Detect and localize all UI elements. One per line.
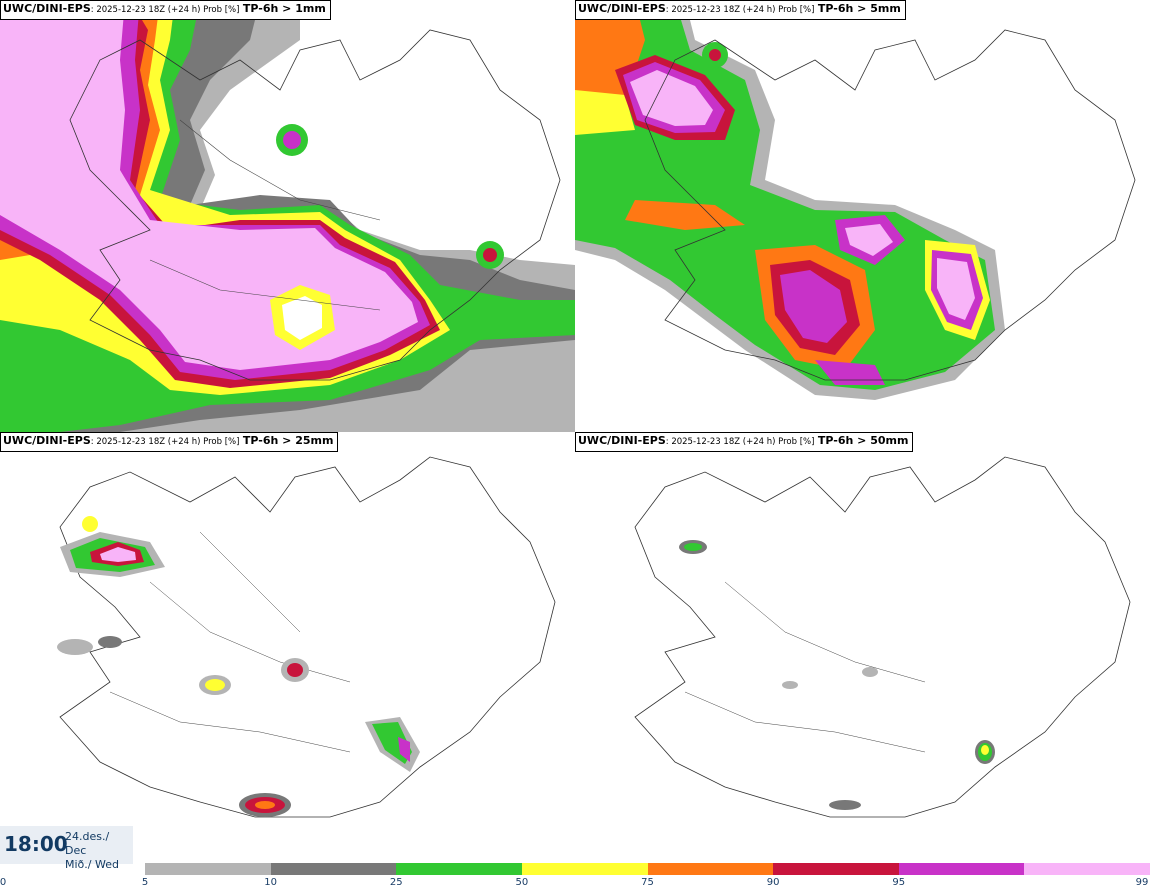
probability-map-25mm <box>57 456 556 818</box>
colorbar-tick-label: 25 <box>389 877 403 888</box>
colorbar-tick-label: 90 <box>766 877 780 888</box>
probability-map-50mm <box>634 456 1131 818</box>
probability-colorbar <box>145 863 1150 875</box>
colorbar-tick-label: 75 <box>641 877 654 888</box>
panel-title: UWC/DINI-EPS: 2025-12-23 18Z (+24 h) Pro… <box>575 432 914 452</box>
colorbar-segment <box>1024 863 1150 875</box>
colorbar-segment <box>270 863 397 875</box>
colorbar-segment <box>898 863 1025 875</box>
panel-title: UWC/DINI-EPS: 2025-12-23 18Z (+24 h) Pro… <box>0 432 339 452</box>
colorbar-segment <box>647 863 774 875</box>
valid-time: 18:00 <box>4 832 68 856</box>
probability-map-1mm <box>0 0 575 432</box>
panel-title: UWC/DINI-EPS: 2025-12-23 18Z (+24 h) Pro… <box>0 0 331 20</box>
valid-time-box: 18:00 24.des./ Dec Mið./ Wed <box>0 826 133 871</box>
colorbar-segment <box>145 863 272 875</box>
map-panel-5mm: UWC/DINI-EPS: 2025-12-23 18Z (+24 h) Pro… <box>575 0 1150 432</box>
map-panel-25mm: UWC/DINI-EPS: 2025-12-23 18Z (+24 h) Pro… <box>0 432 575 864</box>
precip-hotspots <box>57 516 420 817</box>
colorbar-tick-label: 50 <box>515 877 529 888</box>
colorbar-tick-label: 10 <box>264 877 277 888</box>
map-panel-1mm: UWC/DINI-EPS: 2025-12-23 18Z (+24 h) Pro… <box>0 0 575 432</box>
colorbar-tick-label: 0 <box>0 877 7 888</box>
colorbar-segment <box>396 863 523 875</box>
colorbar-segment <box>521 863 648 875</box>
colorbar-tick-label: 95 <box>892 877 906 888</box>
valid-date: 24.des./ Dec Mið./ Wed <box>65 830 119 871</box>
map-panel-50mm: UWC/DINI-EPS: 2025-12-23 18Z (+24 h) Pro… <box>575 432 1150 864</box>
colorbar-tick-label: 5 <box>141 877 149 888</box>
panel-title: UWC/DINI-EPS: 2025-12-23 18Z (+24 h) Pro… <box>575 0 906 20</box>
colorbar-segment <box>773 863 900 875</box>
probability-map-5mm <box>575 0 1136 400</box>
colorbar-tick-label: 99 <box>1135 877 1149 888</box>
